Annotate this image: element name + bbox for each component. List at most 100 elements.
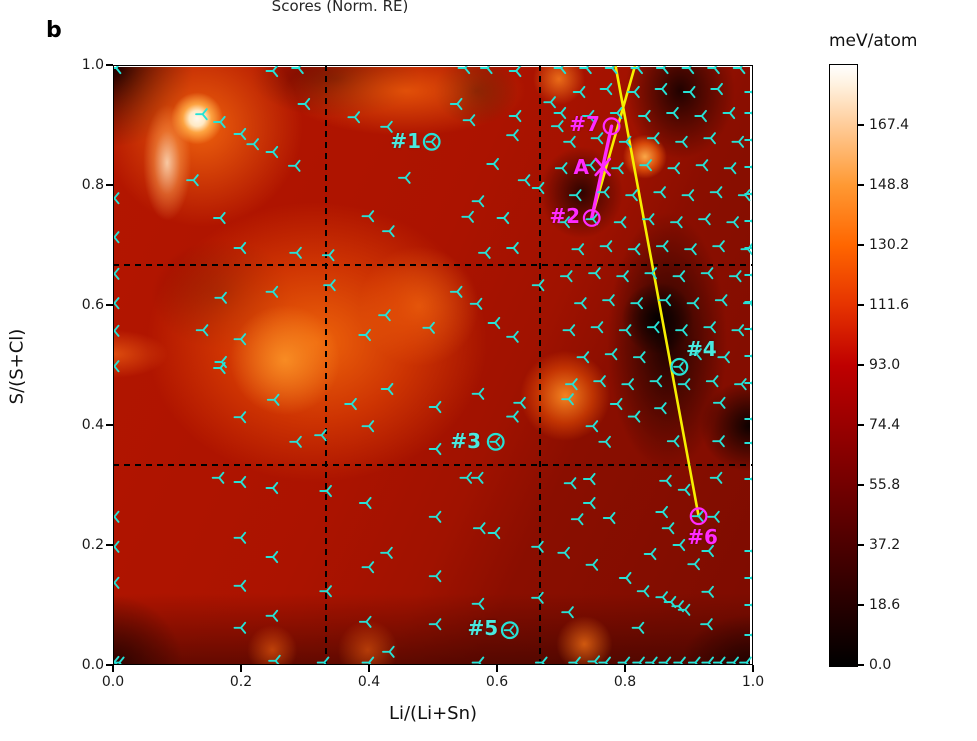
- sample-marker-icon: [319, 585, 332, 598]
- sample-marker-icon: [677, 603, 691, 616]
- sample-marker-icon: [712, 435, 725, 448]
- colorbar-tick-mark: [858, 544, 864, 546]
- sample-marker-icon: [531, 279, 545, 292]
- sample-marker-icon: [666, 435, 680, 448]
- sample-marker-icon: [358, 328, 371, 342]
- y-axis-label: S/(S+Cl): [6, 328, 28, 405]
- circle-marker-icon: [689, 507, 708, 526]
- sample-marker-icon: [661, 522, 675, 535]
- x-tick-mark: [368, 665, 370, 672]
- sample-marker-icon: [734, 378, 747, 391]
- sample-marker-icon: [655, 240, 669, 253]
- sample-marker-icon: [744, 163, 753, 171]
- sample-marker-icon: [113, 576, 120, 589]
- sample-marker-icon: [428, 510, 442, 523]
- sample-marker-icon: [598, 656, 611, 665]
- sample-marker-icon: [113, 510, 120, 523]
- sample-marker-icon: [323, 279, 336, 292]
- y-tick-label: 0.6: [81, 297, 104, 313]
- sample-marker-icon: [602, 294, 615, 307]
- sample-marker-icon: [428, 570, 442, 583]
- sample-marker-icon: [712, 240, 725, 253]
- sample-marker-icon: [513, 396, 526, 409]
- vertical-gridline: [539, 65, 541, 665]
- sample-marker-icon: [265, 65, 279, 78]
- sample-marker-icon: [625, 189, 638, 202]
- sample-marker-icon: [675, 135, 688, 148]
- sample-marker-icon: [246, 138, 259, 151]
- sample-marker-icon: [654, 82, 668, 96]
- sample-marker-icon: [588, 267, 601, 280]
- circle-marker-icon: [670, 357, 689, 376]
- sample-marker-icon: [585, 420, 599, 433]
- colorbar-tick-mark: [858, 124, 864, 126]
- point-label-A: A: [573, 155, 589, 179]
- sample-marker-icon: [563, 135, 576, 148]
- sample-marker-icon: [585, 558, 599, 571]
- x-tick-label: 0.0: [101, 674, 125, 690]
- x-tick-mark: [752, 665, 754, 672]
- sample-marker-icon: [266, 393, 280, 406]
- colorbar-tick-label: 111.6: [869, 297, 910, 313]
- sample-marker-icon: [449, 285, 463, 298]
- sample-marker-icon: [213, 211, 226, 225]
- circle-marker-icon: [500, 621, 519, 640]
- magenta-line: [590, 124, 614, 220]
- sample-marker-icon: [744, 271, 753, 279]
- sample-marker-icon: [459, 471, 473, 484]
- colorbar-tick-label: 167.4: [869, 117, 910, 133]
- sample-marker-icon: [744, 325, 753, 333]
- y-tick-mark: [106, 184, 113, 186]
- sample-marker-icon: [470, 471, 484, 484]
- sample-marker-icon: [461, 210, 474, 223]
- sample-marker-icon: [604, 348, 618, 361]
- sample-marker-icon: [469, 297, 483, 310]
- sample-marker-icon: [611, 162, 624, 175]
- sample-marker-icon: [681, 65, 695, 75]
- sample-marker-icon: [682, 85, 696, 99]
- sample-marker-icon: [609, 106, 623, 120]
- sample-marker-icon: [233, 333, 247, 346]
- sample-marker-icon: [557, 216, 570, 229]
- sample-marker-icon: [705, 375, 719, 388]
- sample-marker-icon: [211, 471, 225, 484]
- colorbar-tick-label: 74.4: [869, 417, 901, 433]
- sample-marker-icon: [649, 375, 663, 388]
- sample-marker-icon: [597, 186, 610, 199]
- sample-marker-icon: [613, 216, 627, 229]
- sample-marker-icon: [557, 546, 570, 559]
- sample-marker-icon: [316, 656, 330, 665]
- sample-marker-icon: [358, 615, 372, 628]
- sample-marker-icon: [617, 656, 631, 665]
- sample-marker-icon: [694, 109, 707, 123]
- sample-marker-icon: [709, 186, 723, 199]
- vertical-gridline: [325, 65, 327, 665]
- sample-marker-icon: [568, 189, 582, 202]
- x-tick-mark: [240, 665, 242, 672]
- sample-marker-icon: [347, 111, 361, 124]
- sample-marker-icon: [554, 162, 568, 175]
- y-tick-label: 0.2: [81, 537, 104, 553]
- sample-marker-icon: [722, 106, 736, 120]
- sample-marker-icon: [714, 294, 728, 307]
- x-tick-label: 1.0: [741, 674, 765, 690]
- sample-marker-icon: [698, 213, 711, 226]
- sample-marker-icon: [380, 120, 393, 133]
- circle-marker-icon: [602, 117, 621, 136]
- sample-marker-icon: [478, 246, 491, 259]
- sample-marker-icon: [655, 65, 669, 75]
- sample-marker-icon: [739, 656, 752, 665]
- sample-marker-icon: [687, 656, 701, 665]
- sample-marker-icon: [618, 324, 632, 337]
- sample-marker-icon: [358, 496, 372, 510]
- sample-marker-icon: [382, 645, 395, 658]
- sample-marker-icon: [113, 192, 120, 205]
- labeled-point-marker-3: [486, 432, 505, 451]
- sample-marker-icon: [658, 656, 672, 665]
- x-axis-label: Li/(Li+Sn): [388, 703, 478, 724]
- sample-marker-icon: [630, 297, 643, 310]
- sample-marker-icon: [672, 270, 686, 283]
- point-label-6: #6: [687, 525, 718, 550]
- sample-marker-icon: [570, 513, 584, 526]
- x-tick-mark: [624, 665, 626, 672]
